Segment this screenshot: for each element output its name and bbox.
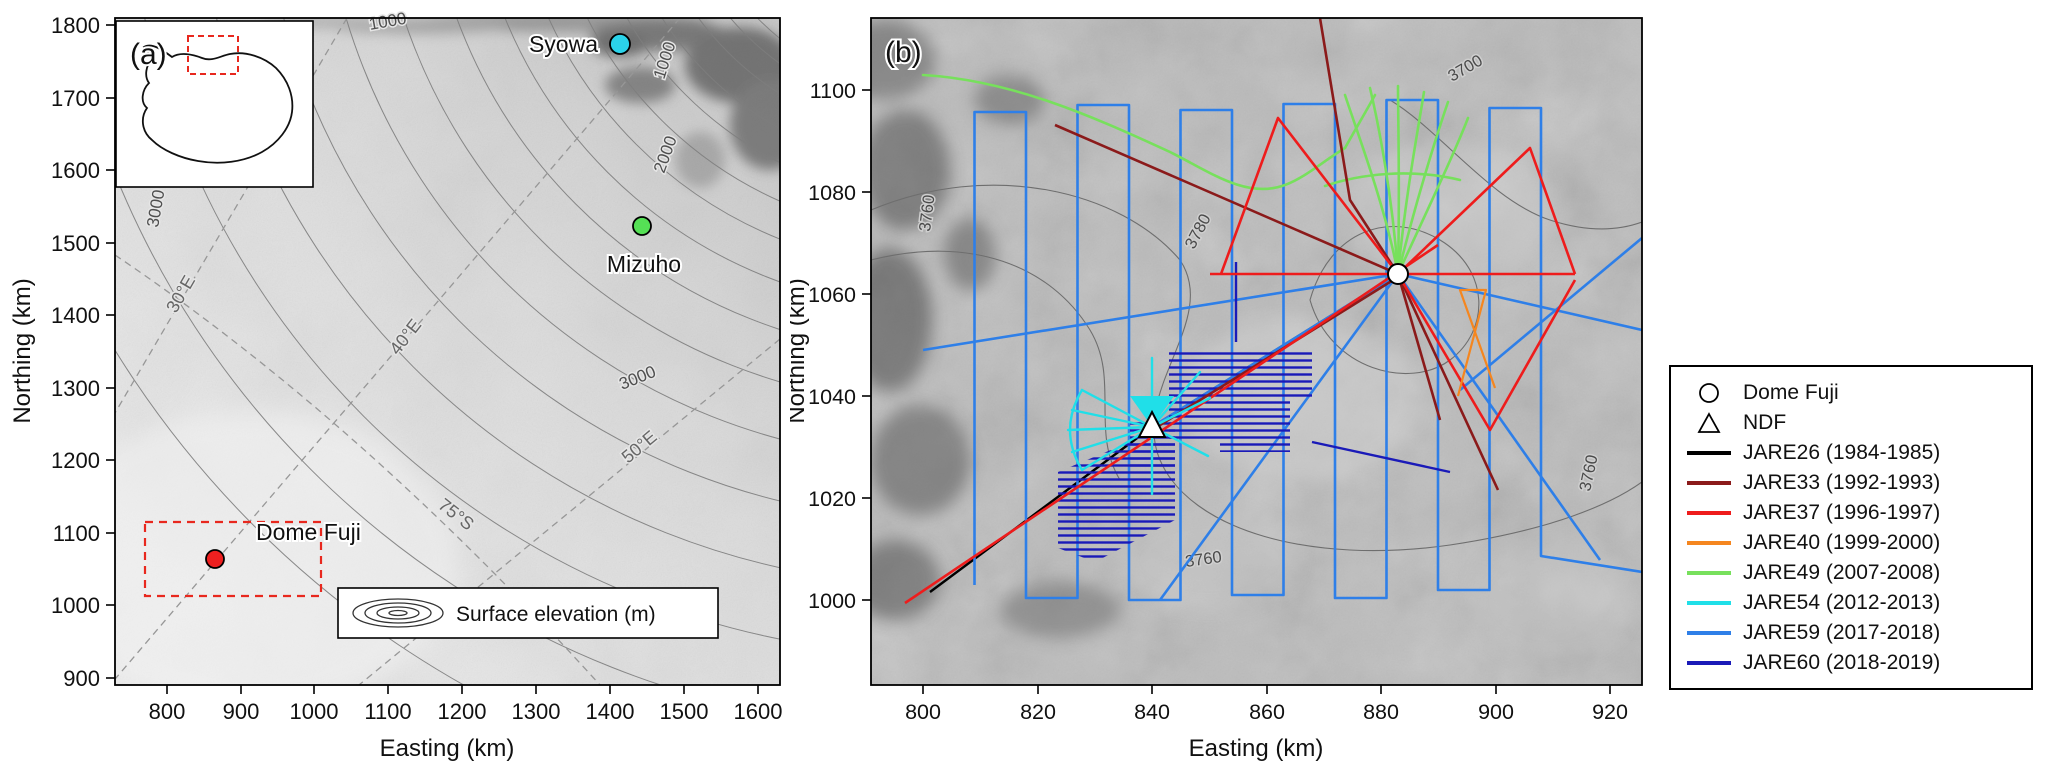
- svg-text:1100: 1100: [364, 699, 411, 724]
- antarctica-inset: [115, 20, 314, 188]
- legend-label: JARE60 (2018-2019): [1743, 650, 1941, 674]
- svg-text:1060: 1060: [808, 283, 856, 307]
- ndf-marker: [1137, 409, 1167, 438]
- svg-text:920: 920: [1592, 700, 1628, 724]
- legend-item-jare59: JARE59 (2017-2018): [1683, 618, 2019, 648]
- station-dome-fuji-marker: [205, 549, 225, 569]
- surface-elevation-label: Surface elevation (m): [456, 603, 656, 626]
- svg-text:1600: 1600: [51, 158, 100, 183]
- svg-text:1100: 1100: [810, 79, 856, 103]
- panel-a-y-axis: 900 1000 1100 1200 1300 1400 1500 1600 1…: [9, 13, 115, 691]
- panel-a-letter: (a): [130, 38, 167, 71]
- station-syowa-marker: [609, 33, 631, 55]
- svg-text:840: 840: [1134, 700, 1170, 724]
- svg-text:800: 800: [149, 699, 186, 724]
- legend-item-jare37: JARE37 (1996-1997): [1683, 498, 2019, 528]
- study-area-box: [143, 520, 323, 598]
- legend-label: JARE40 (1999-2000): [1743, 530, 1941, 554]
- svg-text:1200: 1200: [438, 699, 487, 724]
- legend-item-dome-fuji: Dome Fuji: [1683, 378, 2019, 408]
- panel-a: 1000 1000 2000 3000 3000 30°E 40°E 50°E …: [9, 7, 783, 762]
- panel-b-frame: [870, 17, 1643, 686]
- station-mizuho-label: Mizuho: [607, 251, 681, 277]
- svg-text:1100: 1100: [53, 521, 100, 546]
- legend-label: JARE49 (2007-2008): [1743, 560, 1941, 584]
- jare49-line-swatch: [1687, 570, 1731, 575]
- svg-text:1080: 1080: [808, 181, 856, 205]
- ndf-triangle-icon: [1697, 411, 1721, 433]
- panel-b-map: 3760 3780 3700 3760 3760: [871, 18, 1642, 685]
- panel-a-xlabel: Easting (km): [380, 735, 515, 762]
- dome-fuji-circle-icon: [1699, 382, 1719, 403]
- svg-text:900: 900: [63, 666, 100, 691]
- panel-b-letter: (b): [885, 36, 922, 69]
- svg-text:1040: 1040: [808, 385, 856, 409]
- svg-text:1700: 1700: [51, 86, 100, 111]
- jare40-routes: [1456, 288, 1497, 397]
- svg-text:1800: 1800: [51, 13, 100, 38]
- surface-elevation-legend: Surface elevation (m): [337, 587, 719, 639]
- svg-text:1400: 1400: [586, 699, 635, 724]
- legend-label: JARE59 (2017-2018): [1743, 620, 1941, 644]
- svg-text:1300: 1300: [512, 699, 561, 724]
- contour-icon: [352, 598, 444, 628]
- legend-label: JARE26 (1984-1985): [1743, 440, 1941, 464]
- panel-a-frame: [114, 17, 781, 686]
- svg-text:900: 900: [1478, 700, 1514, 724]
- legend-label: JARE37 (1996-1997): [1743, 500, 1941, 524]
- svg-text:820: 820: [1020, 700, 1056, 724]
- svg-text:1400: 1400: [51, 303, 100, 328]
- legend-label: NDF: [1743, 410, 1787, 434]
- inset-study-area-box: [187, 35, 239, 75]
- panel-a-ylabel: Northing (km): [9, 278, 36, 423]
- legend-item-jare40: JARE40 (1999-2000): [1683, 528, 2019, 558]
- legend-item-jare54: JARE54 (2012-2013): [1683, 588, 2019, 618]
- panel-b-y-axis: 1000 1020 1040 1060 1080 1100 Northing (…: [790, 79, 871, 613]
- legend-label: JARE54 (2012-2013): [1743, 590, 1941, 614]
- jare37-line-swatch: [1687, 510, 1731, 515]
- jare33-line-swatch: [1687, 480, 1731, 485]
- svg-text:1000: 1000: [290, 699, 339, 724]
- svg-text:1200: 1200: [51, 448, 100, 473]
- jare37-routes: [904, 116, 1577, 605]
- station-mizuho-marker: [632, 216, 652, 236]
- jare26-line-swatch: [1687, 450, 1731, 455]
- coastal-mountains: [260, 18, 780, 188]
- panel-b-x-axis: 800 820 840 860 880 900 920 Easting (km): [905, 685, 1628, 762]
- jare54-line-swatch: [1687, 600, 1731, 605]
- svg-text:900: 900: [223, 699, 260, 724]
- dome-fuji-marker: [1387, 263, 1409, 285]
- jare49-routes: [921, 73, 1470, 276]
- svg-text:800: 800: [905, 700, 941, 724]
- legend-label: JARE33 (1992-1993): [1743, 470, 1941, 494]
- legend-item-ndf: NDF: [1683, 408, 2019, 438]
- svg-text:1000: 1000: [808, 589, 856, 613]
- station-syowa-label: Syowa: [529, 31, 598, 57]
- station-dome-fuji-label: Dome Fuji: [256, 519, 361, 545]
- legend-item-jare49: JARE49 (2007-2008): [1683, 558, 2019, 588]
- svg-text:1020: 1020: [808, 487, 856, 511]
- legend-item-jare33: JARE33 (1992-1993): [1683, 468, 2019, 498]
- svg-text:1600: 1600: [734, 699, 783, 724]
- ice-dome-highlight: [115, 410, 460, 685]
- jare60-line-swatch: [1687, 660, 1731, 665]
- panel-b: 3760 3780 3700 3760 3760: [790, 17, 1643, 762]
- svg-text:860: 860: [1249, 700, 1285, 724]
- antarctica-outline: [141, 44, 294, 164]
- legend-item-jare26: JARE26 (1984-1985): [1683, 438, 2019, 468]
- legend-label: Dome Fuji: [1743, 380, 1839, 404]
- panel-b-xlabel: Easting (km): [1189, 735, 1324, 762]
- svg-text:1300: 1300: [51, 376, 100, 401]
- jare59-line-swatch: [1687, 630, 1731, 635]
- panel-b-ylabel: Northing (km): [790, 278, 810, 423]
- jare40-line-swatch: [1687, 540, 1731, 545]
- svg-text:1000: 1000: [51, 593, 100, 618]
- legend-item-jare60: JARE60 (2018-2019): [1683, 648, 2019, 678]
- map-legend: Dome Fuji NDF JARE26 (1984-1985) JARE33 …: [1669, 365, 2033, 690]
- svg-text:880: 880: [1363, 700, 1399, 724]
- svg-text:1500: 1500: [51, 231, 100, 256]
- panel-a-x-axis: 800 900 1000 1100 1200 1300 1400 1500 16…: [149, 685, 783, 762]
- svg-text:1500: 1500: [660, 699, 709, 724]
